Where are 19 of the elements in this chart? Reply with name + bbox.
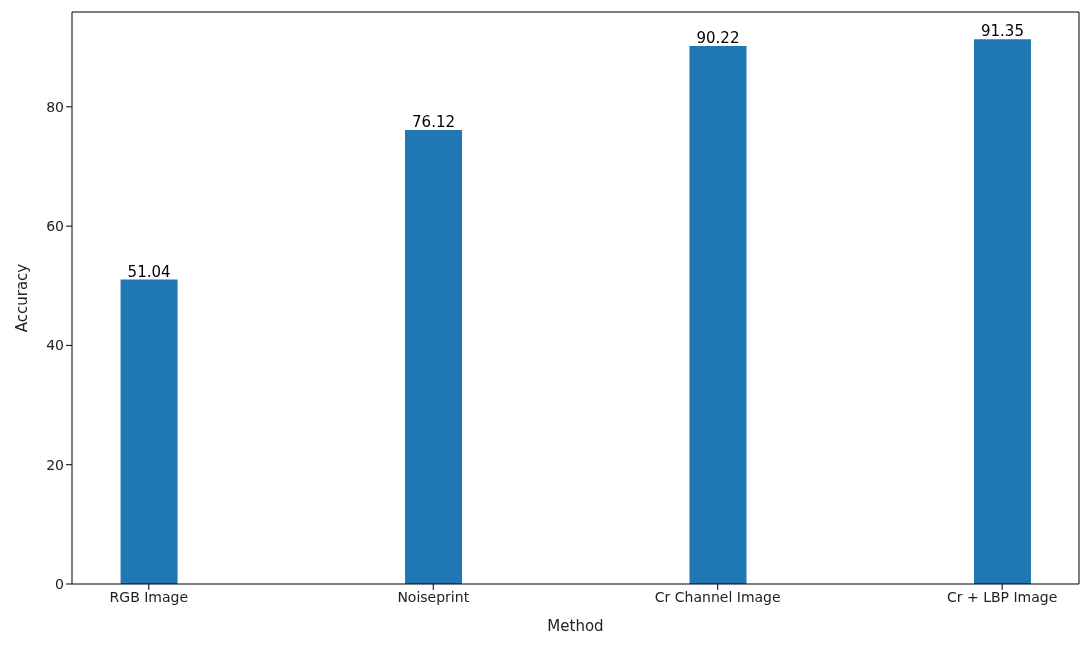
y-tick-label: 80 [46,98,64,115]
x-tick-label: Cr Channel Image [654,588,781,605]
bar [973,39,1031,584]
x-axis-title: Method [547,617,604,635]
y-tick-label: 0 [55,575,64,592]
data-label: 91.35 [980,22,1024,41]
x-tick-label: Noiseprint [397,588,470,605]
data-label: 76.12 [412,112,456,131]
bar [689,45,747,584]
y-tick-label: 20 [46,456,64,473]
bar [405,129,463,584]
data-label: 51.04 [127,262,171,281]
x-tick-label: Cr + LBP Image [947,588,1058,605]
bar [120,279,178,584]
y-axis-title: Accuracy [13,263,32,333]
y-tick-label: 60 [46,218,64,235]
data-label: 90.22 [696,28,740,47]
x-tick-label: RGB Image [109,588,189,605]
y-tick-label: 40 [46,337,64,354]
